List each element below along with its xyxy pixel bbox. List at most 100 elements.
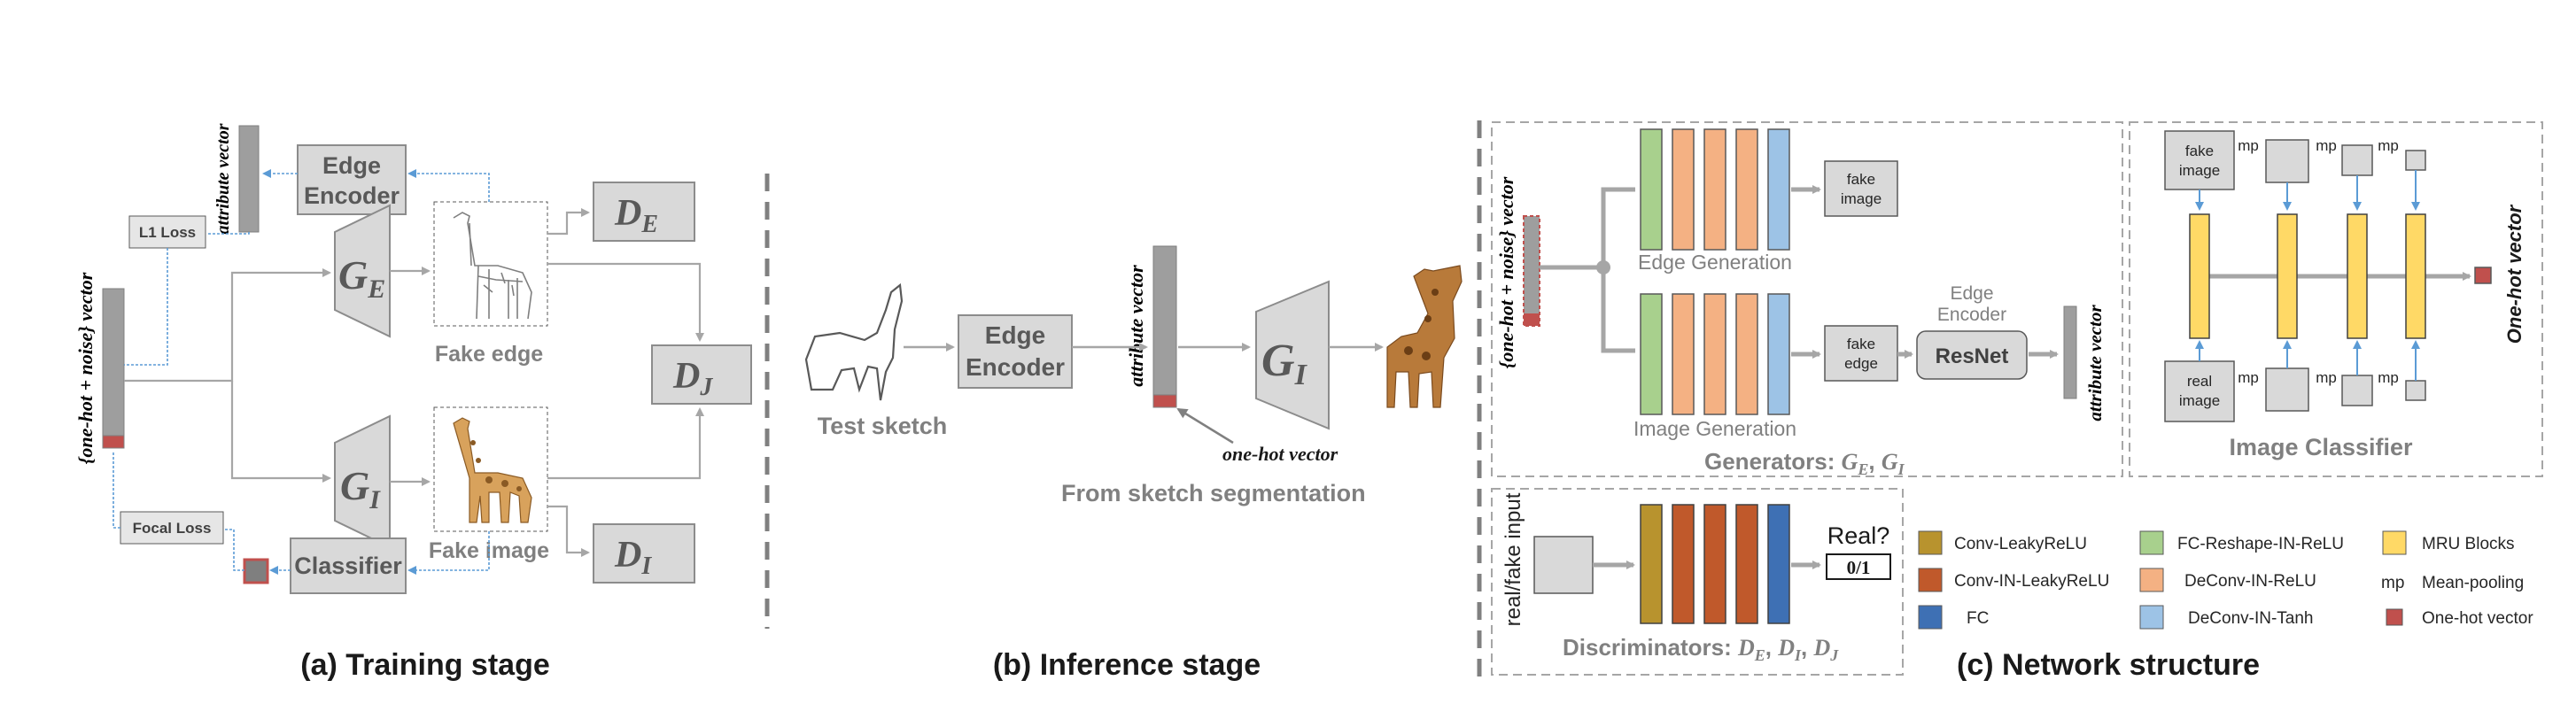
- disc-fc-block: [1767, 504, 1790, 624]
- giraffe-image-icon: [453, 417, 532, 523]
- input-vector-bar: [102, 288, 125, 449]
- generators-title: Generators: GE, GI: [1704, 448, 1905, 478]
- test-sketch-caption: Test sketch: [818, 413, 948, 439]
- image-gen-tanh-block: [1767, 293, 1790, 415]
- cls-pool-top-3: [2405, 150, 2426, 171]
- disc-conv-block: [1640, 504, 1663, 624]
- edge-gen-deconv-3: [1735, 128, 1758, 251]
- resnet-box: [1916, 330, 2028, 380]
- disc-edge-box: [593, 182, 695, 242]
- legend-label-deconv-tanh: DeConv-IN-Tanh: [2188, 609, 2314, 628]
- fake-edge-out-label-2: edge: [1844, 355, 1878, 372]
- net-one-hot-marker: [1524, 313, 1540, 326]
- inference-caption: (b) Inference stage: [993, 648, 1261, 682]
- focal-loss-label: Focal Loss: [133, 520, 212, 537]
- edge-gen-deconv-2: [1703, 128, 1726, 251]
- edge-encoder-label-2: Encoder: [304, 182, 400, 209]
- inference-edge-encoder-box: [958, 314, 1073, 389]
- inference-attribute-vector-bar: [1152, 245, 1177, 408]
- fake-edge-out-label-1: fake: [1847, 336, 1875, 352]
- one-hot-marker: [102, 435, 125, 449]
- fake-edge-frame: [433, 201, 548, 327]
- legend-label-conv-in-leakyrelu: Conv-IN-LeakyReLU: [1954, 572, 2109, 591]
- disc-joint-label: DJ: [672, 356, 713, 401]
- disc-input-box: [1533, 536, 1594, 594]
- cls-fake-image-label-1: fake: [2185, 143, 2214, 159]
- image-classifier-panel: [2129, 121, 2543, 477]
- legend-label-fc: FC: [1967, 609, 1989, 628]
- cls-mp-top-1: mp: [2238, 137, 2259, 154]
- zero-one-label: 0/1: [1847, 557, 1871, 578]
- image-classifier-title: Image Classifier: [2229, 434, 2413, 460]
- classifier-label: Classifier: [294, 553, 402, 579]
- cls-blue-arrows: [2195, 170, 2420, 381]
- legend-swatch-one-hot: [2386, 608, 2403, 626]
- edge-generation-label: Edge Generation: [1638, 251, 1792, 274]
- classifier-box: [290, 537, 407, 594]
- image-gen-deconv-3: [1735, 293, 1758, 415]
- legend-swatch-fc: [1918, 605, 1943, 630]
- training-gray-arrows: [124, 208, 704, 557]
- disc-joint-box: [651, 344, 752, 405]
- resnet-label: ResNet: [1936, 344, 2009, 368]
- disc-conv-in-2: [1703, 504, 1726, 624]
- legend-label-one-hot: One-hot vector: [2422, 609, 2533, 628]
- disc-conv-in-1: [1672, 504, 1695, 624]
- network-structure: {one-hot + noise} vector fake image Edge…: [1491, 121, 2543, 682]
- l1-loss-box: [128, 215, 206, 249]
- fake-image-out-box: [1824, 160, 1898, 217]
- fake-image-frame: [433, 406, 548, 532]
- branch-point: [1596, 260, 1610, 274]
- image-generation-label: Image Generation: [1633, 417, 1796, 440]
- cls-pool-top-2: [2341, 144, 2373, 176]
- cls-real-image-label-1: real: [2187, 373, 2212, 390]
- generator-edge-label: GE: [338, 252, 385, 304]
- l1-loss-label: L1 Loss: [139, 224, 196, 241]
- net-attribute-vector-label: attribute vector: [2084, 305, 2106, 421]
- cls-pool-bottom-2: [2341, 375, 2373, 406]
- inference-one-hot-marker: [1152, 394, 1177, 408]
- inference-edge-encoder-label-1: Edge: [985, 321, 1045, 349]
- inference-generator-label: GI: [1261, 336, 1308, 391]
- cls-fake-image-box: [2164, 130, 2235, 190]
- cls-real-image-label-2: image: [2179, 392, 2220, 409]
- edge-encoder-label-1: Edge: [322, 152, 381, 179]
- generator-image-label: GI: [340, 463, 381, 514]
- mru-block-4: [2405, 213, 2426, 339]
- legend-swatch-deconv-tanh: [2139, 605, 2164, 630]
- focal-loss-box: [120, 511, 224, 545]
- cls-real-image-box: [2164, 360, 2235, 422]
- test-sketch-icon: [804, 282, 904, 401]
- disc-edge-label: DE: [614, 193, 658, 238]
- training-caption: (a) Training stage: [300, 648, 550, 682]
- training-blue-arrows: [113, 169, 490, 575]
- legend-label-deconv-relu: DeConv-IN-ReLU: [2184, 572, 2316, 591]
- generated-giraffe-icon: [1386, 265, 1463, 408]
- fake-image-out-label-2: image: [1841, 190, 1882, 207]
- generator-edge-shape: [334, 204, 391, 338]
- zero-one-box: [1826, 553, 1891, 580]
- legend-label-conv-leakyrelu: Conv-LeakyReLU: [1954, 535, 2087, 553]
- legend-swatch-conv-leakyrelu: [1918, 530, 1943, 555]
- from-segmentation-caption: From sketch segmentation: [1061, 480, 1366, 506]
- fake-edge-out-box: [1824, 325, 1898, 382]
- real-question-label: Real?: [1827, 522, 1890, 549]
- inference-attribute-vector-label: attribute vector: [1125, 265, 1147, 387]
- training-stage: {one-hot + noise} vector attribute vecto…: [74, 123, 752, 682]
- resnet-encoder-label-2: Encoder: [1937, 305, 2006, 325]
- cls-mp-bottom-2: mp: [2316, 369, 2337, 386]
- cls-mp-bottom-1: mp: [2238, 369, 2259, 386]
- onehot-output-marker: [243, 558, 269, 584]
- image-gen-deconv-1: [1672, 293, 1695, 415]
- cls-fake-image-label-2: image: [2179, 162, 2220, 179]
- cls-pool-top-1: [2265, 139, 2309, 183]
- legend-label-fc-reshape: FC-Reshape-IN-ReLU: [2177, 535, 2344, 553]
- legend-swatch-fc-reshape: [2139, 530, 2164, 555]
- cls-mp-top-3: mp: [2378, 137, 2399, 154]
- fake-edge-caption: Fake edge: [435, 342, 543, 367]
- mru-block-3: [2347, 213, 2368, 339]
- edge-gen-tanh-block: [1767, 128, 1790, 251]
- cls-mp-bottom-3: mp: [2378, 369, 2399, 386]
- cls-onehot-output: [2474, 267, 2492, 284]
